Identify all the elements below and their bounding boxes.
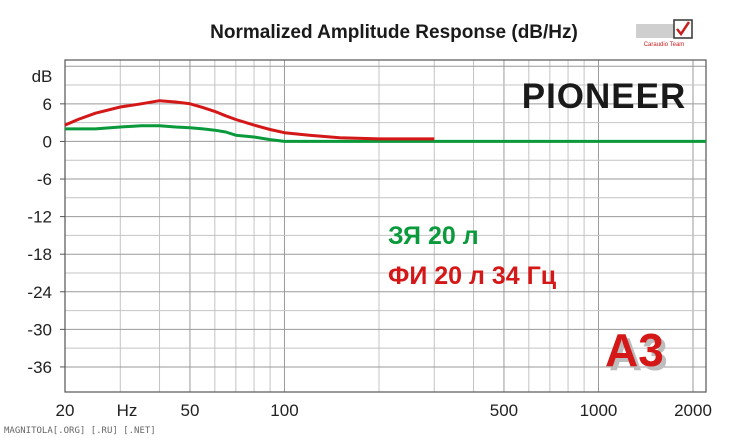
watermark-text: MAGNITOLA[.ORG] [.RU] [.NET]	[4, 426, 156, 436]
legend-series-1: ЗЯ 20 л	[388, 222, 479, 250]
x-tick-label: 20	[56, 401, 75, 420]
plot-frame	[64, 59, 707, 393]
series-lines	[64, 99, 706, 143]
x-tick-label: 50	[180, 401, 199, 420]
a3-logo: A3 A3	[605, 324, 668, 380]
y-tick-label: 0	[43, 132, 52, 151]
x-tick-label: 1000	[580, 401, 618, 420]
legend-series-2: ФИ 20 л 34 Гц	[388, 262, 557, 290]
x-unit-label: Hz	[117, 401, 138, 420]
a3-logo-text: A3	[605, 324, 664, 376]
y-tick-label: -30	[27, 320, 52, 339]
y-tick-label: -6	[37, 170, 52, 189]
y-axis-ticks: 6 0 -6 -12 -18 -24 -30 -36	[27, 95, 65, 377]
corner-logo-car	[636, 24, 674, 38]
y-tick-label: -24	[27, 283, 52, 302]
corner-logo: Caraudio Team	[636, 19, 693, 48]
series-line-1	[65, 124, 706, 143]
y-unit-label: dB	[32, 67, 53, 86]
y-tick-label: -36	[27, 358, 52, 377]
x-tick-label: 500	[490, 401, 518, 420]
series-line-2	[64, 99, 435, 141]
y-tick-label: 6	[43, 95, 52, 114]
x-axis-ticks: 20 50 100 500 1000 2000	[56, 401, 712, 420]
a3-logo-shadow: A3	[609, 328, 668, 380]
x-tick-label: 2000	[674, 401, 712, 420]
corner-logo-caption: Caraudio Team	[644, 42, 685, 48]
brand-label: PIONEER	[522, 77, 687, 116]
chart-title: Normalized Amplitude Response (dB/Hz)	[210, 22, 578, 43]
y-tick-label: -18	[27, 245, 52, 264]
check-icon	[676, 21, 691, 37]
x-tick-label: 100	[270, 401, 298, 420]
plot-grid	[64, 60, 706, 392]
y-tick-label: -12	[27, 208, 52, 227]
